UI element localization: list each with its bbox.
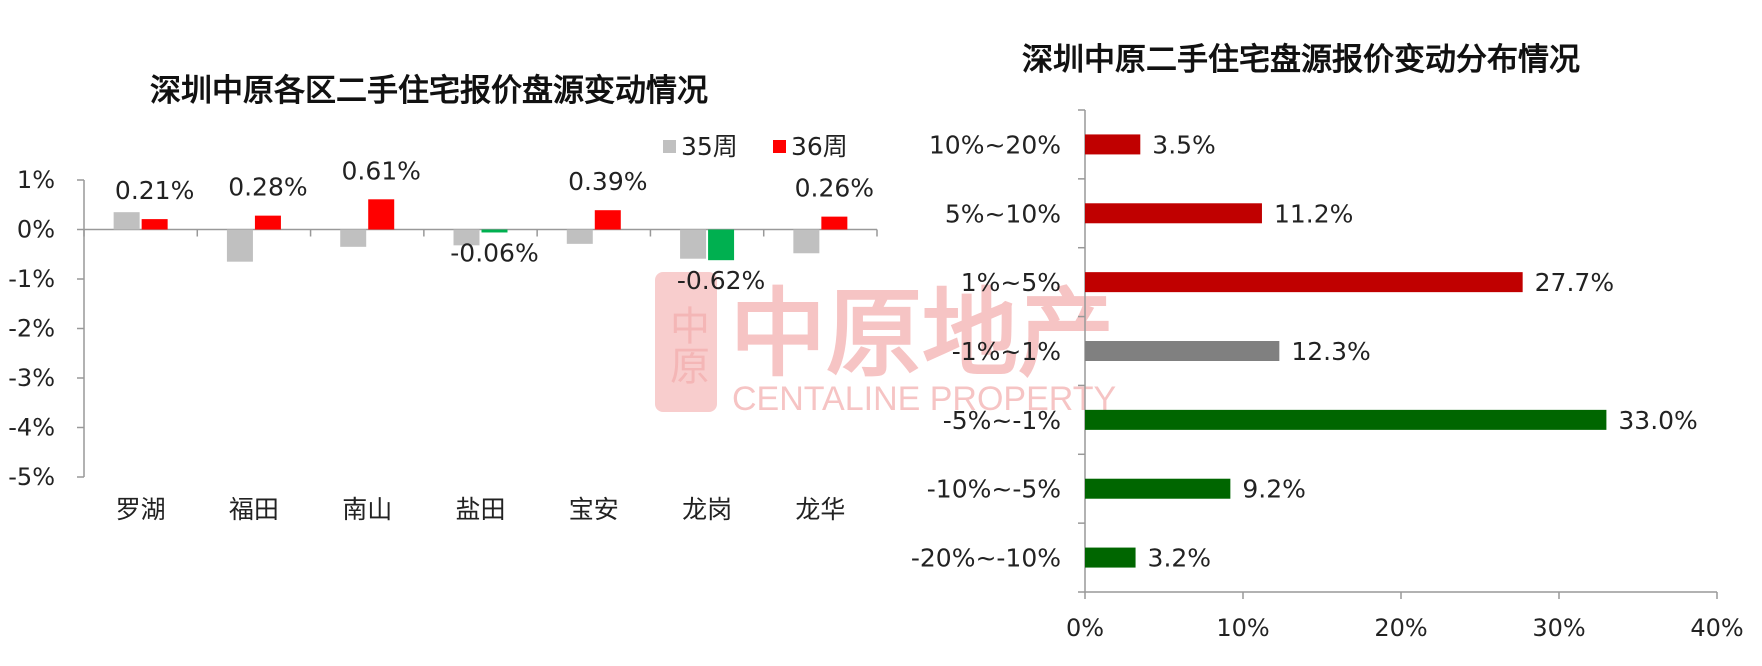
right-x-tick-label: 40% bbox=[1690, 614, 1743, 642]
category-label: 1%~5% bbox=[961, 268, 1061, 297]
left-legend: 35周 36周 bbox=[663, 132, 848, 161]
data-label-36-南山: 0.61% bbox=[342, 156, 421, 185]
right-x-tick-label: 0% bbox=[1066, 614, 1104, 642]
data-label-36-龙华: 0.26% bbox=[795, 174, 874, 203]
left-x-ticks bbox=[83, 229, 878, 237]
right-chart-title: 深圳中原二手住宅盘源报价变动分布情况 bbox=[1022, 42, 1580, 78]
bar-35-龙华 bbox=[793, 229, 820, 254]
left-y-tick-label: -2% bbox=[8, 315, 55, 343]
data-label-36-福田: 0.28% bbox=[228, 173, 307, 202]
right-bars bbox=[1085, 134, 1607, 568]
left-y-tick-label: -1% bbox=[8, 265, 55, 293]
category-label: 宝安 bbox=[569, 495, 619, 524]
bar-36-南山 bbox=[368, 199, 395, 230]
right-x-tick-label: 20% bbox=[1374, 614, 1427, 642]
watermark-seal bbox=[655, 272, 717, 412]
data-label-1%~5%: 27.7% bbox=[1535, 268, 1614, 297]
bar-36-罗湖 bbox=[141, 219, 168, 230]
bar-35-南山 bbox=[340, 229, 367, 247]
bar-10%~20% bbox=[1085, 134, 1141, 155]
bar--20%~-10% bbox=[1085, 547, 1136, 568]
category-label: 盐田 bbox=[455, 495, 505, 524]
bar-35-宝安 bbox=[566, 229, 593, 244]
bar-35-福田 bbox=[226, 229, 253, 262]
bar-35-龙岗 bbox=[680, 229, 707, 259]
bar-36-龙岗 bbox=[708, 229, 735, 261]
data-label-5%~10%: 11.2% bbox=[1274, 199, 1353, 228]
legend-label-35: 35周 bbox=[681, 132, 738, 161]
left-data-labels: 0.21% 0.28% 0.61% -0.06% 0.39% -0.62% 0.26% bbox=[115, 156, 874, 295]
category-label: 5%~10% bbox=[945, 199, 1061, 228]
right-data-labels: 3.5% 11.2% 27.7% 12.3% 33.0% 9.2% 3.2% bbox=[1148, 130, 1698, 572]
right-y-ticks bbox=[1078, 109, 1085, 593]
category-label: -1%~1% bbox=[952, 337, 1061, 366]
bar-36-盐田 bbox=[481, 229, 508, 233]
category-label: 龙岗 bbox=[682, 495, 732, 524]
right-x-ticks: 0% 10% 20% 30% 40% bbox=[1066, 592, 1744, 642]
bar-36-宝安 bbox=[594, 210, 621, 230]
right-category-labels: 10%~20% 5%~10% 1%~5% -1%~1% -5%~-1% -10%~-5% -… bbox=[911, 130, 1061, 572]
left-y-ticks: 1% 0% -1% -2% -3% -4% -5% bbox=[8, 166, 84, 491]
watermark: 中原 中原地产 CENTALINE PROPERTY bbox=[655, 272, 1116, 418]
left-chart-title: 深圳中原各区二手住宅报价盘源变动情况 bbox=[150, 73, 708, 109]
bar-1%~5% bbox=[1085, 272, 1523, 293]
data-label-36-宝安: 0.39% bbox=[568, 167, 647, 196]
bar--1%~1% bbox=[1085, 341, 1280, 361]
left-bars bbox=[113, 199, 848, 262]
watermark-brand-en: CENTALINE PROPERTY bbox=[732, 380, 1116, 418]
left-y-tick-label: -3% bbox=[8, 364, 55, 392]
category-label: 福田 bbox=[229, 495, 279, 524]
data-label-36-盐田: -0.06% bbox=[450, 238, 538, 267]
category-label: -5%~-1% bbox=[943, 406, 1061, 435]
left-y-tick-label: 0% bbox=[17, 216, 55, 244]
bar--5%~-1% bbox=[1085, 409, 1607, 430]
category-label: 龙华 bbox=[795, 495, 845, 524]
bar-5%~10% bbox=[1085, 203, 1262, 224]
bar-35-盐田 bbox=[453, 229, 480, 246]
legend-label-36: 36周 bbox=[791, 132, 848, 161]
category-label: -20%~-10% bbox=[911, 544, 1061, 573]
right-x-tick-label: 30% bbox=[1532, 614, 1585, 642]
bar-36-福田 bbox=[254, 215, 281, 230]
bar--10%~-5% bbox=[1085, 478, 1231, 499]
bar-35-罗湖 bbox=[113, 212, 140, 230]
data-label-36-龙岗: -0.62% bbox=[677, 266, 765, 295]
data-label--5%~-1%: 33.0% bbox=[1618, 406, 1697, 435]
category-label: 10%~20% bbox=[929, 130, 1061, 159]
data-label-10%~20%: 3.5% bbox=[1152, 130, 1216, 159]
right-x-tick-label: 10% bbox=[1216, 614, 1269, 642]
left-y-tick-label: 1% bbox=[17, 166, 55, 194]
watermark-seal-chars: 中原 bbox=[663, 305, 709, 385]
left-y-tick-label: -5% bbox=[8, 463, 55, 491]
data-label--10%~-5%: 9.2% bbox=[1242, 475, 1306, 504]
data-label-36-罗湖: 0.21% bbox=[115, 176, 194, 205]
distribution-chart: 深圳中原二手住宅盘源报价变动分布情况 0% 10% 20% 30% 40% 3.5% 11… bbox=[911, 42, 1744, 642]
legend-swatch-36 bbox=[773, 140, 786, 153]
bar-36-龙华 bbox=[821, 216, 848, 230]
category-label: 南山 bbox=[342, 495, 392, 524]
category-label: 罗湖 bbox=[116, 495, 166, 524]
district-change-chart: 深圳中原各区二手住宅报价盘源变动情况 35周 36周 1% 0% -1% -2% -3%… bbox=[8, 73, 878, 524]
watermark-brand-cn: 中原地产 bbox=[730, 278, 1114, 390]
left-y-tick-label: -4% bbox=[8, 414, 55, 442]
data-label--20%~-10%: 3.2% bbox=[1148, 544, 1212, 573]
data-label--1%~1%: 12.3% bbox=[1291, 337, 1370, 366]
category-label: -10%~-5% bbox=[927, 475, 1061, 504]
legend-swatch-35 bbox=[663, 140, 676, 153]
left-category-labels: 罗湖 福田 南山 盐田 宝安 龙岗 龙华 bbox=[116, 495, 846, 524]
